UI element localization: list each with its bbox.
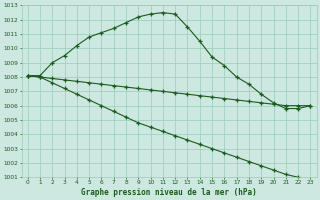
X-axis label: Graphe pression niveau de la mer (hPa): Graphe pression niveau de la mer (hPa)	[81, 188, 257, 197]
